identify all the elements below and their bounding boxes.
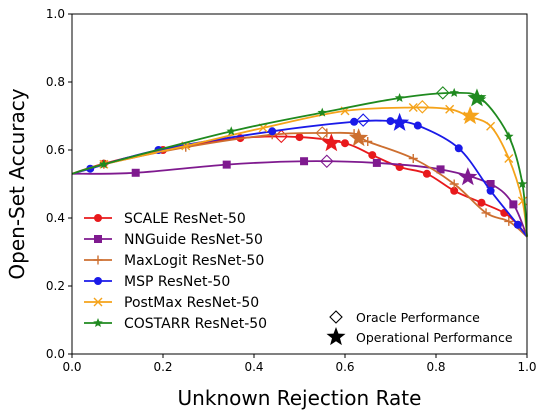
operational-point bbox=[349, 128, 369, 147]
data-point bbox=[222, 160, 231, 169]
legend-label: COSTARR ResNet-50 bbox=[124, 316, 267, 332]
oracle-point bbox=[436, 86, 450, 100]
x-tick-label: 0.2 bbox=[153, 360, 172, 374]
data-point bbox=[486, 121, 496, 131]
legend-entry: NNGuide ResNet-50 bbox=[84, 232, 263, 248]
data-point bbox=[386, 117, 395, 126]
x-tick-label: 1.0 bbox=[517, 360, 536, 374]
data-point bbox=[413, 121, 422, 130]
data-point bbox=[363, 137, 373, 146]
data-point bbox=[517, 179, 528, 189]
data-point bbox=[477, 198, 486, 207]
marker-legend-label: Operational Performance bbox=[356, 330, 513, 345]
data-point bbox=[368, 151, 377, 160]
legend-entry: PostMax ResNet-50 bbox=[84, 295, 259, 311]
data-point bbox=[317, 107, 328, 117]
y-tick-label: 0.0 bbox=[46, 347, 65, 361]
legend-label: NNGuide ResNet-50 bbox=[124, 232, 263, 248]
y-tick-label: 0.8 bbox=[46, 75, 65, 89]
legend: SCALE ResNet-50 NNGuide ResNet-50 MaxLogit… bbox=[84, 211, 267, 332]
y-tick-label: 0.6 bbox=[46, 143, 65, 157]
plot-frame bbox=[71, 13, 528, 355]
legend-marker bbox=[94, 277, 102, 285]
legend-label: SCALE ResNet-50 bbox=[124, 211, 246, 227]
data-point bbox=[372, 158, 381, 167]
legend-entry: SCALE ResNet-50 bbox=[84, 211, 246, 227]
legend-marker bbox=[94, 235, 102, 243]
data-point bbox=[350, 117, 359, 126]
x-tick-label: 0.0 bbox=[62, 360, 81, 374]
data-point bbox=[300, 157, 309, 166]
y-tick-label: 0.4 bbox=[46, 211, 65, 225]
legend-entry: MSP ResNet-50 bbox=[84, 274, 230, 290]
series-5 bbox=[71, 86, 528, 237]
series-layer bbox=[71, 86, 528, 238]
y-tick-label: 1.0 bbox=[46, 7, 65, 21]
data-point bbox=[481, 208, 491, 218]
ticks-layer: 0.0 0.2 0.4 0.6 0.8 1.0 0.0 0.2 0.4 0.6 0.8 1.0 bbox=[46, 7, 537, 374]
legend-label: MSP ResNet-50 bbox=[124, 274, 230, 290]
legend-entry: COSTARR ResNet-50 bbox=[84, 316, 267, 332]
operational-point bbox=[467, 88, 487, 107]
series-1 bbox=[71, 154, 528, 238]
data-point bbox=[131, 168, 140, 177]
legend-marker bbox=[93, 255, 103, 265]
data-point bbox=[449, 87, 459, 97]
data-point bbox=[504, 216, 514, 226]
data-point bbox=[226, 126, 237, 136]
data-point bbox=[504, 154, 514, 163]
marker-legend-entry: Oracle Performance bbox=[329, 310, 480, 325]
operational-point bbox=[321, 133, 341, 152]
oracle-point bbox=[320, 154, 334, 168]
data-point bbox=[322, 128, 332, 138]
data-point bbox=[486, 180, 495, 188]
legend-label: PostMax ResNet-50 bbox=[124, 295, 259, 311]
data-point bbox=[341, 139, 349, 148]
operational-point bbox=[390, 112, 410, 131]
x-axis-title: Unknown Rejection Rate bbox=[178, 386, 422, 410]
oracle-point bbox=[315, 126, 330, 140]
data-point bbox=[445, 104, 455, 114]
x-tick-label: 0.6 bbox=[335, 360, 354, 374]
y-axis-title: Open-Set Accuracy bbox=[5, 88, 29, 279]
legend-marker bbox=[94, 214, 102, 222]
data-point bbox=[268, 127, 277, 136]
data-point bbox=[509, 200, 518, 209]
legend-marker bbox=[93, 297, 103, 307]
data-point bbox=[450, 186, 459, 195]
data-point bbox=[99, 159, 109, 169]
data-point bbox=[295, 133, 304, 142]
y-tick-label: 0.2 bbox=[46, 279, 65, 293]
marker-legend-entry: Operational Performance bbox=[326, 327, 513, 346]
oracle-diamond-icon bbox=[329, 310, 343, 324]
data-point bbox=[449, 179, 459, 189]
oracle-point bbox=[415, 100, 430, 114]
data-point bbox=[422, 169, 431, 178]
legend-label: MaxLogit ResNet-50 bbox=[124, 253, 264, 269]
operational-point bbox=[458, 167, 478, 186]
data-point bbox=[486, 186, 495, 195]
x-tick-label: 0.8 bbox=[426, 360, 445, 374]
data-point bbox=[504, 131, 514, 141]
data-point bbox=[408, 154, 418, 163]
legend-entry: MaxLogit ResNet-50 bbox=[84, 253, 264, 269]
data-point bbox=[436, 165, 445, 174]
operational-star-icon bbox=[326, 327, 346, 346]
legend-marker bbox=[93, 318, 103, 328]
operational-point bbox=[460, 106, 480, 125]
marker-legend: Oracle Performance Operational Performanc… bbox=[326, 310, 513, 346]
x-tick-label: 0.4 bbox=[244, 360, 263, 374]
data-point bbox=[394, 92, 405, 103]
oracle-point bbox=[356, 113, 370, 127]
series-line bbox=[71, 91, 528, 237]
data-point bbox=[454, 144, 463, 153]
marker-legend-label: Oracle Performance bbox=[356, 310, 480, 325]
data-point bbox=[408, 103, 418, 112]
data-point bbox=[513, 220, 522, 229]
